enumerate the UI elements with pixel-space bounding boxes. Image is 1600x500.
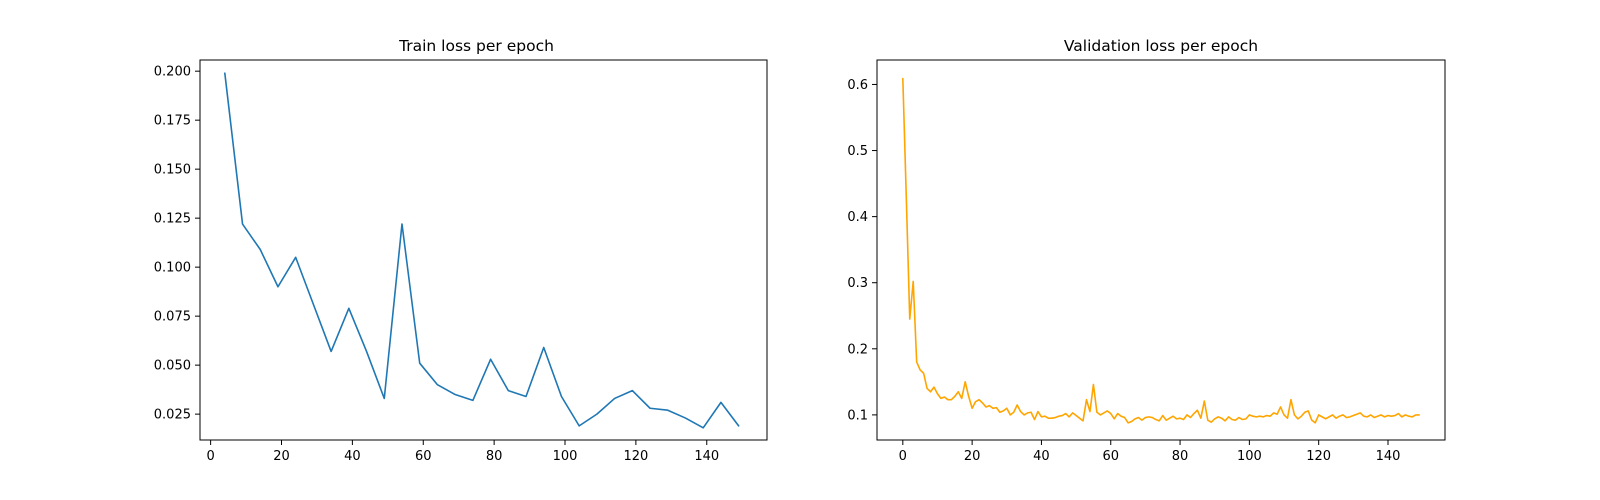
validation-loss-xtick-label: 20: [964, 449, 981, 464]
validation-loss-xtick-label: 100: [1237, 449, 1262, 464]
train-loss-xtick-label: 120: [623, 449, 648, 464]
train-loss-xtick-label: 80: [486, 449, 503, 464]
train-loss-plot-area: 0 20 40 60 80 100 120 140 0.025 0.050 0.075 0.100 0.…: [154, 65, 740, 464]
validation-loss-axes-frame: [876, 59, 1446, 441]
train-loss-xtick-label: 0: [206, 449, 214, 464]
train-loss-ytick-label: 0.075: [154, 310, 191, 325]
train-loss-ytick-label: 0.125: [154, 212, 191, 227]
validation-loss-xtick-label: 140: [1376, 449, 1401, 464]
validation-loss-xtick-label: 60: [1102, 449, 1119, 464]
train-loss-series-line: [224, 72, 740, 429]
validation-loss-ytick-label: 0.1: [847, 408, 868, 423]
validation-loss-ytick-label: 0.5: [847, 144, 868, 159]
train-loss-ytick-label: 0.100: [154, 261, 191, 276]
train-loss-ytick-label: 0.025: [154, 408, 191, 423]
validation-loss-ytick-label: 0.2: [847, 342, 868, 357]
train-loss-ytick-label: 0.150: [154, 163, 191, 178]
validation-loss-series-line: [902, 77, 1420, 424]
validation-loss-title: Validation loss per epoch: [1064, 37, 1258, 55]
train-loss-xtick-label: 40: [344, 449, 361, 464]
validation-loss-ytick-label: 0.4: [847, 210, 868, 225]
validation-loss-xtick-label: 80: [1172, 449, 1189, 464]
validation-loss-plot-area: 0 20 40 60 80 100 120 140 0.1 0.2 0.3 0.4 0.5 0.6: [847, 77, 1420, 464]
train-loss-xtick-label: 100: [553, 449, 578, 464]
train-loss-ytick-label: 0.200: [154, 65, 191, 80]
validation-loss-xtick-label: 40: [1033, 449, 1050, 464]
train-loss-ytick-label: 0.175: [154, 114, 191, 129]
validation-loss-ytick-label: 0.3: [847, 276, 868, 291]
train-loss-title: Train loss per epoch: [398, 37, 554, 55]
validation-loss-ytick-label: 0.6: [847, 78, 868, 93]
train-loss-ytick-label: 0.050: [154, 359, 191, 374]
train-loss-xtick-label: 60: [415, 449, 432, 464]
train-loss-axes-frame: [199, 59, 768, 441]
validation-loss-xtick-label: 0: [899, 449, 907, 464]
train-loss-xtick-label: 20: [273, 449, 290, 464]
train-loss-xtick-label: 140: [694, 449, 719, 464]
validation-loss-xtick-label: 120: [1306, 449, 1331, 464]
train-loss-panel: Train loss per epoch 0 20 40 60 80 100 120 1400…: [154, 37, 768, 464]
validation-loss-panel: Validation loss per epoch 0 20 40 60 80 100 12…: [847, 37, 1446, 464]
